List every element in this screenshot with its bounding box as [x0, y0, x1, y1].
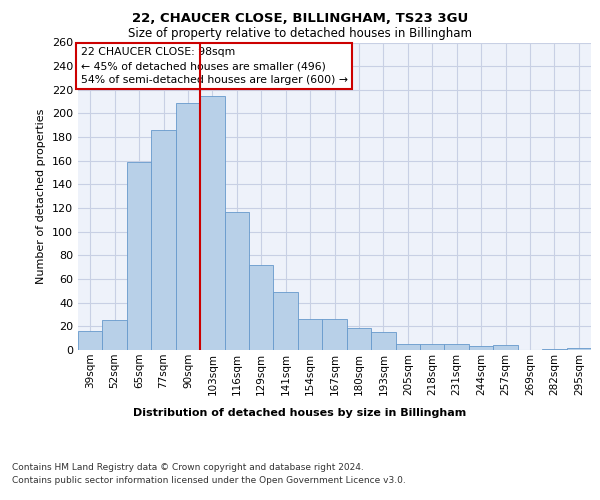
Bar	[347, 328, 371, 350]
Bar	[200, 96, 224, 350]
Bar	[176, 103, 200, 350]
Text: Contains public sector information licensed under the Open Government Licence v3: Contains public sector information licen…	[12, 476, 406, 485]
Bar	[298, 320, 322, 350]
Bar	[274, 292, 298, 350]
Bar	[371, 332, 395, 350]
Text: Size of property relative to detached houses in Billingham: Size of property relative to detached ho…	[128, 28, 472, 40]
Bar	[78, 331, 103, 350]
Text: 22 CHAUCER CLOSE: 98sqm
← 45% of detached houses are smaller (496)
54% of semi-d: 22 CHAUCER CLOSE: 98sqm ← 45% of detache…	[80, 47, 347, 85]
Text: 22, CHAUCER CLOSE, BILLINGHAM, TS23 3GU: 22, CHAUCER CLOSE, BILLINGHAM, TS23 3GU	[132, 12, 468, 26]
Bar	[249, 265, 274, 350]
Text: Contains HM Land Registry data © Crown copyright and database right 2024.: Contains HM Land Registry data © Crown c…	[12, 462, 364, 471]
Bar	[151, 130, 176, 350]
Bar	[103, 320, 127, 350]
Bar	[493, 346, 518, 350]
Bar	[445, 344, 469, 350]
Bar	[322, 320, 347, 350]
Text: Distribution of detached houses by size in Billingham: Distribution of detached houses by size …	[133, 408, 467, 418]
Bar	[127, 162, 151, 350]
Bar	[224, 212, 249, 350]
Bar	[542, 349, 566, 350]
Bar	[420, 344, 445, 350]
Bar	[566, 348, 591, 350]
Y-axis label: Number of detached properties: Number of detached properties	[37, 108, 46, 284]
Bar	[395, 344, 420, 350]
Bar	[469, 346, 493, 350]
